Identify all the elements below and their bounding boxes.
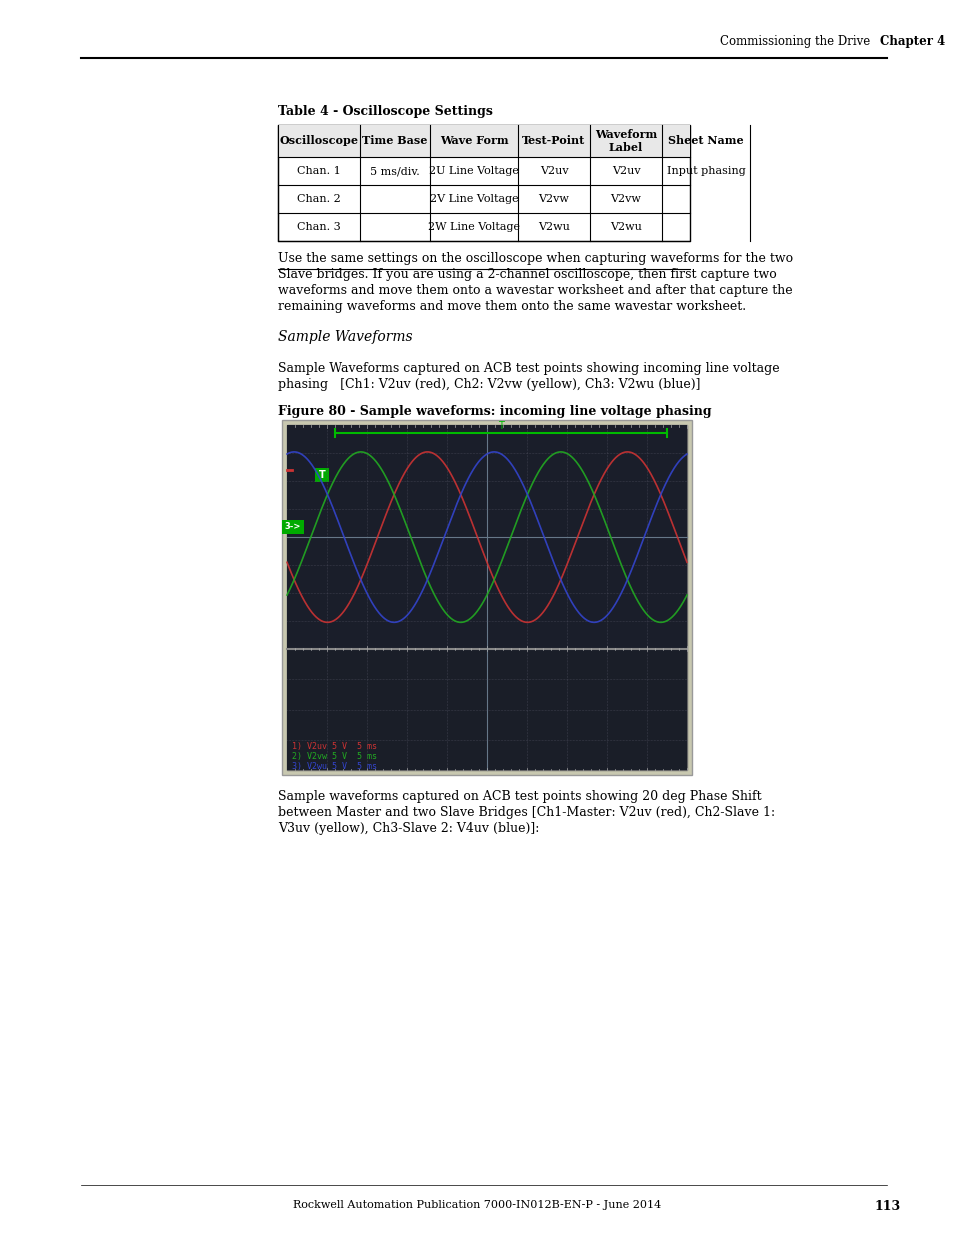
- Text: 1) V2uv 5 V  5 ms: 1) V2uv 5 V 5 ms: [292, 742, 376, 751]
- Text: Test-Point: Test-Point: [522, 136, 585, 147]
- Bar: [314, 468, 329, 483]
- Bar: [287, 425, 686, 769]
- Text: 2) V2vw 5 V  5 ms: 2) V2vw 5 V 5 ms: [292, 752, 376, 761]
- Text: Chapter 4: Chapter 4: [879, 36, 944, 48]
- Text: 2U Line Voltage: 2U Line Voltage: [429, 165, 518, 177]
- Text: 2V Line Voltage: 2V Line Voltage: [429, 194, 517, 204]
- Text: Rockwell Automation Publication 7000-IN012B-EN-P - June 2014: Rockwell Automation Publication 7000-IN0…: [293, 1200, 660, 1210]
- Text: V2uv: V2uv: [539, 165, 568, 177]
- Text: V2wu: V2wu: [609, 222, 641, 232]
- Text: Slave bridges. If you are using a 2-channel oscilloscope, then first capture two: Slave bridges. If you are using a 2-chan…: [277, 268, 776, 282]
- Text: V2uv: V2uv: [611, 165, 639, 177]
- Bar: [282, 520, 304, 534]
- Text: waveforms and move them onto a wavestar worksheet and after that capture the: waveforms and move them onto a wavestar …: [277, 284, 792, 296]
- Text: Input phasing: Input phasing: [666, 165, 744, 177]
- Text: Figure 80 - Sample waveforms: incoming line voltage phasing: Figure 80 - Sample waveforms: incoming l…: [277, 405, 711, 417]
- Text: V2wu: V2wu: [537, 222, 569, 232]
- Text: 5 ms/div.: 5 ms/div.: [370, 165, 419, 177]
- Text: 3) V2wu 5 V  5 ms: 3) V2wu 5 V 5 ms: [292, 762, 376, 771]
- Text: V2vw: V2vw: [538, 194, 569, 204]
- Text: 2W Line Voltage: 2W Line Voltage: [428, 222, 519, 232]
- Text: Table 4 - Oscilloscope Settings: Table 4 - Oscilloscope Settings: [277, 105, 493, 119]
- Text: 3->: 3->: [285, 522, 301, 531]
- Text: Use the same settings on the oscilloscope when capturing waveforms for the two: Use the same settings on the oscilloscop…: [277, 252, 792, 266]
- Bar: [277, 125, 689, 241]
- Text: V3uv (yellow), Ch3-Slave 2: V4uv (blue)]:: V3uv (yellow), Ch3-Slave 2: V4uv (blue)]…: [277, 823, 538, 835]
- Text: V2vw: V2vw: [610, 194, 640, 204]
- Text: Sheet Name: Sheet Name: [667, 136, 743, 147]
- Bar: [287, 650, 686, 769]
- Bar: [287, 425, 686, 650]
- Text: Chan. 3: Chan. 3: [296, 222, 340, 232]
- Text: Waveform
Label: Waveform Label: [595, 130, 657, 153]
- Text: Sample waveforms captured on ACB test points showing 20 deg Phase Shift: Sample waveforms captured on ACB test po…: [277, 790, 760, 803]
- Bar: [282, 420, 691, 776]
- Text: T: T: [497, 421, 503, 431]
- Text: Commissioning the Drive: Commissioning the Drive: [719, 36, 869, 48]
- Bar: [277, 125, 689, 157]
- Text: 113: 113: [874, 1200, 901, 1213]
- Text: Sample Waveforms: Sample Waveforms: [277, 330, 413, 345]
- Text: Wave Form: Wave Form: [439, 136, 508, 147]
- Text: Sample Waveforms captured on ACB test points showing incoming line voltage: Sample Waveforms captured on ACB test po…: [277, 362, 779, 375]
- Text: Oscilloscope: Oscilloscope: [279, 136, 358, 147]
- Text: T: T: [318, 471, 325, 480]
- Text: Chan. 2: Chan. 2: [296, 194, 340, 204]
- Text: Time Base: Time Base: [362, 136, 427, 147]
- Text: between Master and two Slave Bridges [Ch1-Master: V2uv (red), Ch2-Slave 1:: between Master and two Slave Bridges [Ch…: [277, 806, 774, 819]
- Text: remaining waveforms and move them onto the same wavestar worksheet.: remaining waveforms and move them onto t…: [277, 300, 745, 312]
- Text: Chan. 1: Chan. 1: [296, 165, 340, 177]
- Text: phasing   [Ch1: V2uv (red), Ch2: V2vw (yellow), Ch3: V2wu (blue)]: phasing [Ch1: V2uv (red), Ch2: V2vw (yel…: [277, 378, 700, 391]
